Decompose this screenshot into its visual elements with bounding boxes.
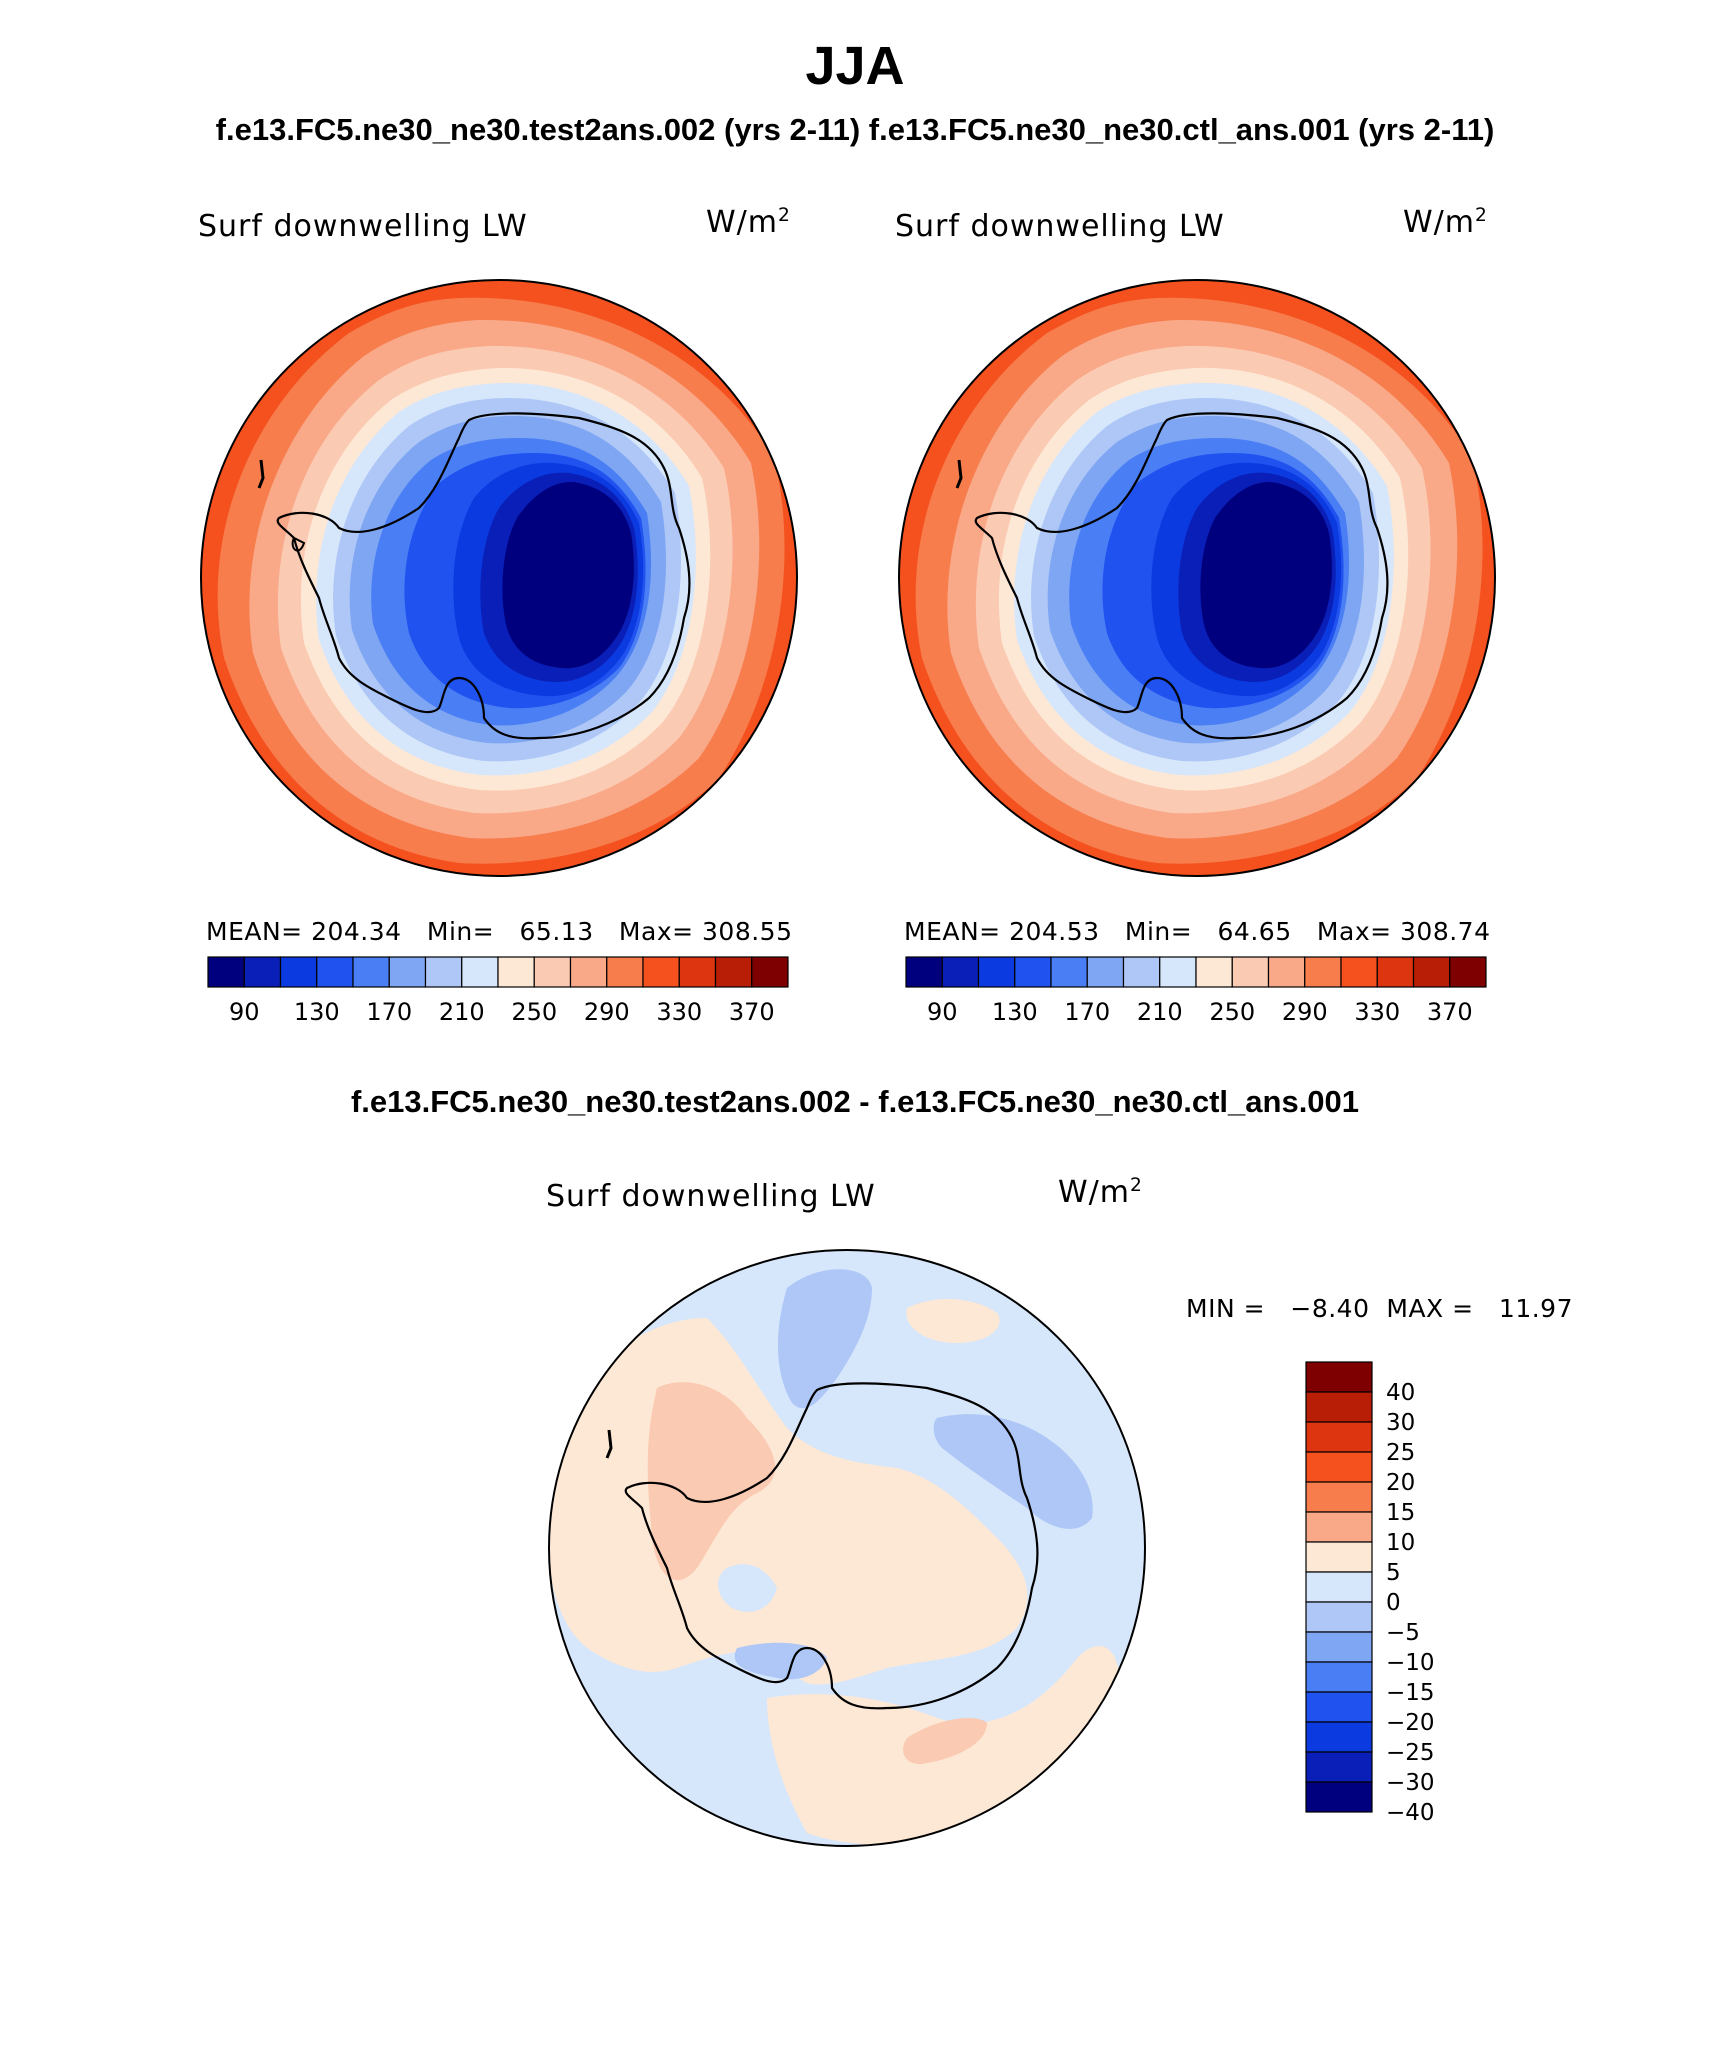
main-title: JJA xyxy=(805,36,905,96)
map1-colorbar-tick-label: 130 xyxy=(294,998,340,1026)
map1-colorbar-box xyxy=(207,956,245,988)
map2-colorbar-tick-label: 370 xyxy=(1427,998,1473,1026)
diff-colorbar-box xyxy=(1305,1481,1373,1513)
diff-colorbar-box xyxy=(1305,1661,1373,1693)
map1-colorbar: 90 130 170 210 250 290 330 370 xyxy=(207,956,789,1026)
map1-colorbar-box xyxy=(243,956,282,988)
map2-colorbar-box xyxy=(1376,956,1415,988)
map2-colorbar-box xyxy=(1159,956,1197,988)
map2-colorbar-tick-label: 90 xyxy=(927,998,958,1026)
map2-colorbar-box xyxy=(1449,956,1487,988)
map2-stats: MEAN= 204.53 Min= 64.65 Max= 308.74 xyxy=(904,917,1491,946)
map1-colorbar-tick-label: 290 xyxy=(584,998,630,1026)
map1-colorbar-tick-label: 210 xyxy=(439,998,485,1026)
diff-colorbar-tick-label: −5 xyxy=(1386,1620,1420,1646)
map1-colorbar-box xyxy=(606,956,644,988)
diff-units: W/m2 xyxy=(1058,1175,1143,1210)
subtitle-difference: f.e13.FC5.ne30_ne30.test2ans.002 - f.e13… xyxy=(350,1084,1360,1119)
diff-colorbar: 40 30 25 20 15 10 5 0 −5 −10 −15 −20 −25 −30 −40 xyxy=(1305,1361,1435,1826)
map1-colorbar-box xyxy=(714,956,753,988)
map2-colorbar-tick-label: 210 xyxy=(1137,998,1183,1026)
diff-colorbar-tick-label: 20 xyxy=(1386,1470,1415,1496)
map2-colorbar-box xyxy=(1304,956,1342,988)
diff-colorbar-tick-label: 5 xyxy=(1386,1560,1401,1586)
diff-colorbar-box xyxy=(1305,1361,1373,1393)
map2-colorbar-box xyxy=(977,956,1016,988)
map1-colorbar-box xyxy=(279,956,318,988)
diff-colorbar-tick-label: −40 xyxy=(1386,1800,1435,1826)
map1-colorbar-box xyxy=(497,956,535,988)
diff-variable: Surf downwelling LW xyxy=(546,1179,876,1214)
diff-colorbar-tick-label: −30 xyxy=(1386,1770,1435,1796)
diff-colorbar-tick-label: −25 xyxy=(1386,1740,1435,1766)
map1-colorbar-box xyxy=(316,956,354,988)
diff-colorbar-box xyxy=(1305,1601,1373,1633)
map2-colorbar-tick-label: 330 xyxy=(1354,998,1400,1026)
map2-colorbar-box xyxy=(1086,956,1125,988)
diff-stats: MIN = −8.40 MAX = 11.97 xyxy=(1186,1294,1573,1323)
map2-colorbar-tick-label: 250 xyxy=(1209,998,1255,1026)
map2-colorbar-box xyxy=(1231,956,1270,988)
map1-colorbar-box xyxy=(642,956,680,988)
map1-colorbar-box xyxy=(388,956,427,988)
diff-colorbar-tick-label: −10 xyxy=(1386,1650,1435,1676)
map1-colorbar-tick-label: 370 xyxy=(729,998,775,1026)
subtitle-cases: f.e13.FC5.ne30_ne30.test2ans.002 (yrs 2-… xyxy=(215,112,1495,147)
diff-colorbar-box xyxy=(1305,1751,1373,1783)
diff-colorbar-box xyxy=(1305,1541,1373,1573)
map1-colorbar-box xyxy=(533,956,572,988)
map1-colorbar-tick-label: 250 xyxy=(511,998,557,1026)
map2-polar-plot xyxy=(898,279,1496,877)
diff-colorbar-tick-label: 0 xyxy=(1386,1590,1401,1616)
map2-colorbar-box xyxy=(941,956,980,988)
map2-colorbar-box xyxy=(1195,956,1233,988)
map2-colorbar-box xyxy=(1412,956,1451,988)
map1-colorbar-box xyxy=(461,956,499,988)
map2-colorbar-tick-label: 290 xyxy=(1282,998,1328,1026)
map1-colorbar-box xyxy=(424,956,463,988)
map2-units: W/m2 xyxy=(1403,205,1488,240)
map1-polar-plot xyxy=(200,279,798,877)
diff-colorbar-box xyxy=(1305,1781,1373,1813)
map1-colorbar-tick-label: 330 xyxy=(656,998,702,1026)
diff-colorbar-box xyxy=(1305,1511,1373,1543)
diff-colorbar-tick-label: 30 xyxy=(1386,1410,1415,1436)
diff-colorbar-box xyxy=(1305,1721,1373,1753)
diff-polar-plot xyxy=(548,1249,1146,1847)
diff-colorbar-tick-label: 15 xyxy=(1386,1500,1415,1526)
map2-colorbar-box xyxy=(1014,956,1052,988)
map1-variable: Surf downwelling LW xyxy=(198,209,528,244)
diff-colorbar-box xyxy=(1305,1391,1373,1423)
map2-colorbar-box xyxy=(1050,956,1088,988)
map1-stats: MEAN= 204.34 Min= 65.13 Max= 308.55 xyxy=(206,917,793,946)
diff-colorbar-tick-label: −15 xyxy=(1386,1680,1435,1706)
diff-colorbar-box xyxy=(1305,1571,1373,1603)
diff-colorbar-tick-label: 10 xyxy=(1386,1530,1415,1556)
diff-colorbar-tick-label: 40 xyxy=(1386,1380,1415,1406)
map2-colorbar-box xyxy=(1267,956,1306,988)
map1-colorbar-box xyxy=(352,956,390,988)
map2-variable: Surf downwelling LW xyxy=(895,209,1225,244)
map1-colorbar-box xyxy=(751,956,789,988)
diff-colorbar-box xyxy=(1305,1451,1373,1483)
diff-colorbar-box xyxy=(1305,1421,1373,1453)
map1-colorbar-box xyxy=(678,956,717,988)
map1-colorbar-tick-label: 90 xyxy=(229,998,260,1026)
diff-colorbar-tick-label: −20 xyxy=(1386,1710,1435,1736)
map2-colorbar-box xyxy=(905,956,943,988)
map2-colorbar: 90 130 170 210 250 290 330 370 xyxy=(905,956,1487,1026)
map1-colorbar-box xyxy=(569,956,608,988)
diff-colorbar-box xyxy=(1305,1631,1373,1663)
diff-colorbar-tick-label: 25 xyxy=(1386,1440,1415,1466)
map2-colorbar-box xyxy=(1122,956,1161,988)
map2-colorbar-tick-label: 130 xyxy=(992,998,1038,1026)
diff-colorbar-box xyxy=(1305,1691,1373,1723)
map1-units: W/m2 xyxy=(706,205,791,240)
map1-colorbar-tick-label: 170 xyxy=(366,998,412,1026)
map2-colorbar-box xyxy=(1340,956,1378,988)
map2-colorbar-tick-label: 170 xyxy=(1064,998,1110,1026)
